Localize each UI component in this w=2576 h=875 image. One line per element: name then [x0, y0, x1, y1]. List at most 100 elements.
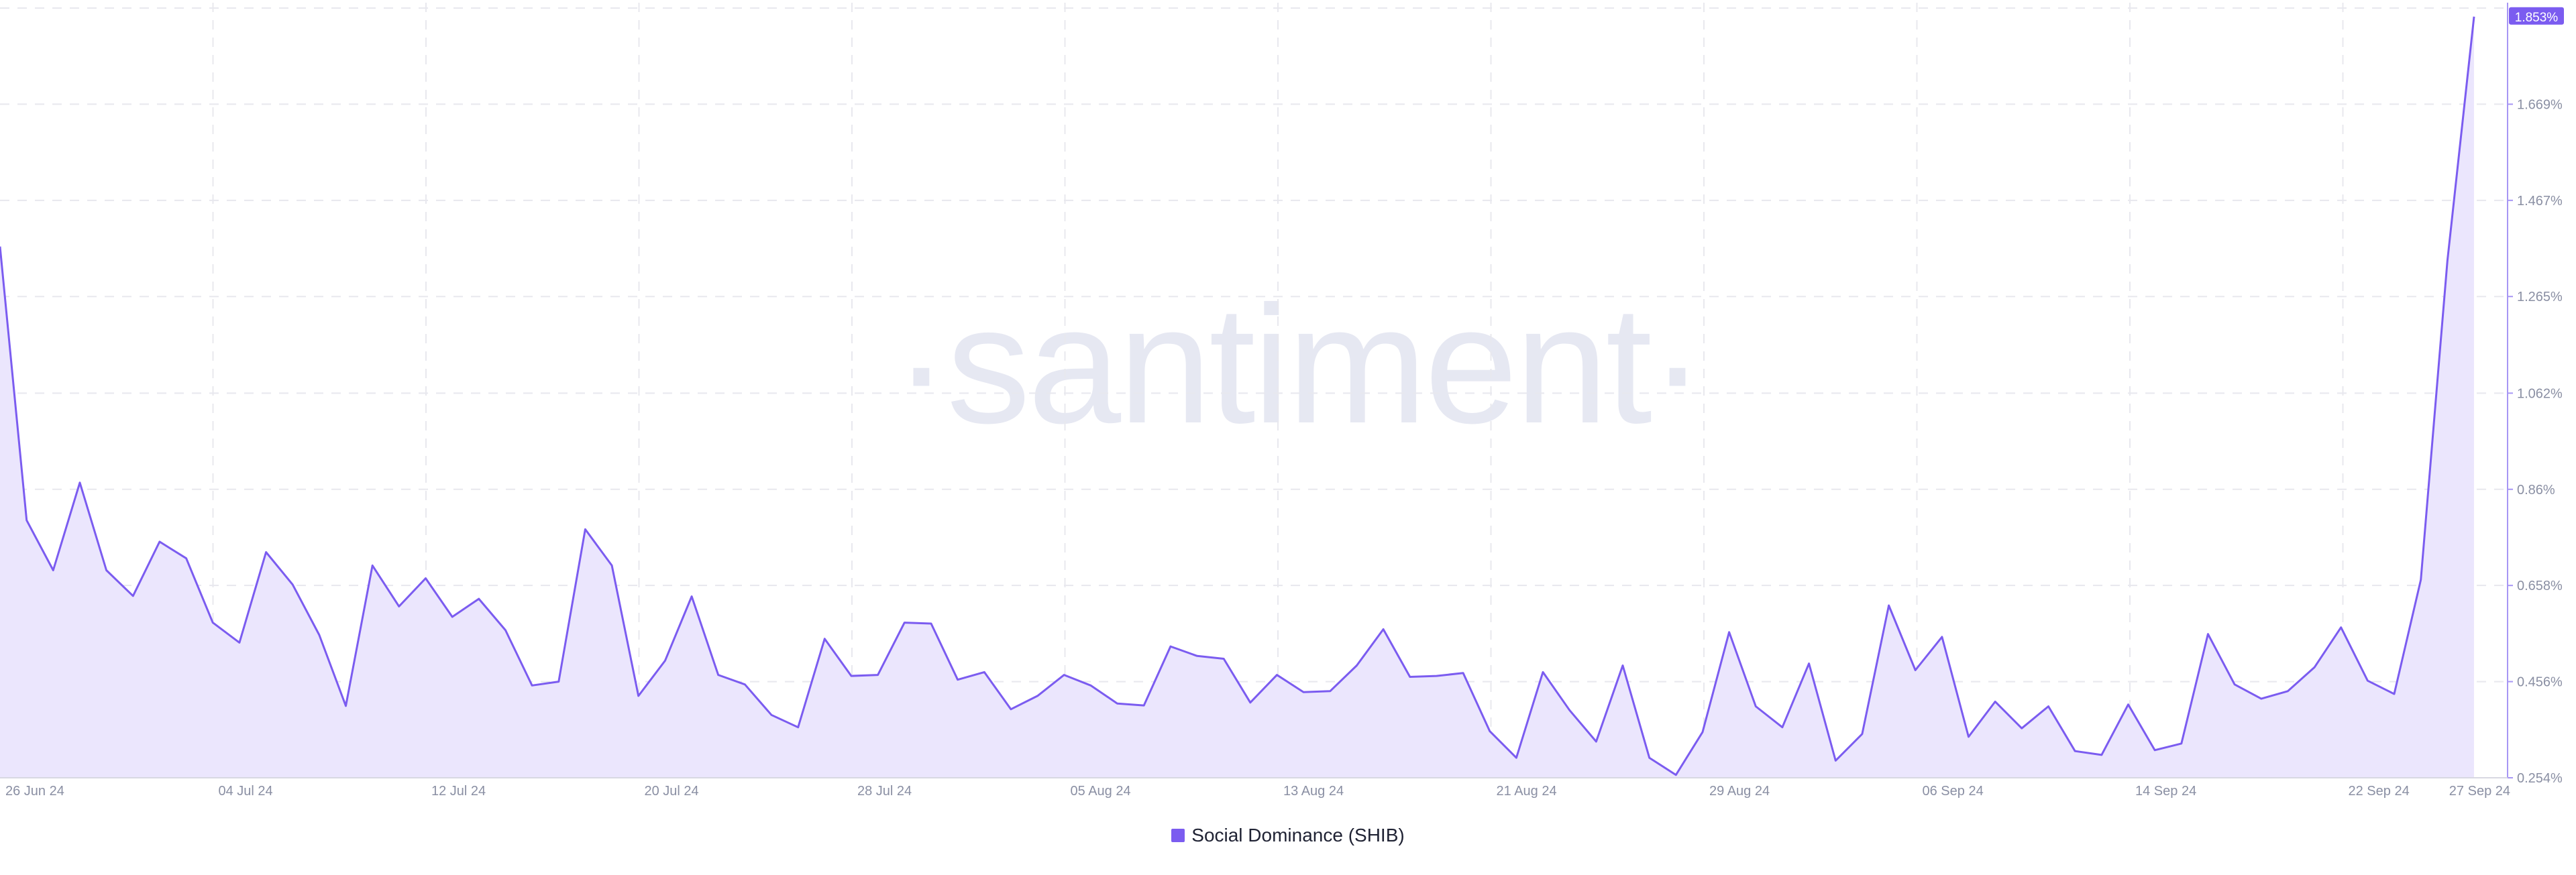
data-point[interactable]: [741, 681, 748, 688]
data-point[interactable]: [1247, 699, 1254, 706]
data-point[interactable]: [1300, 689, 1307, 695]
data-point[interactable]: [2045, 703, 2052, 710]
x-tick-label: 22 Sep 24: [2349, 784, 2410, 799]
data-point[interactable]: [2284, 688, 2291, 695]
tick-labels: 26 Jun 24 04 Jul 24 12 Jul 24 20 Jul 24 28 J…: [5, 7, 2564, 799]
data-point[interactable]: [2019, 725, 2025, 732]
data-point[interactable]: [50, 567, 56, 573]
data-point[interactable]: [2204, 631, 2211, 638]
data-point[interactable]: [76, 479, 83, 486]
data-point[interactable]: [502, 627, 508, 634]
data-point[interactable]: [156, 538, 163, 545]
data-point[interactable]: [1034, 693, 1041, 699]
data-point[interactable]: [2178, 740, 2185, 747]
data-point[interactable]: [1140, 702, 1147, 709]
data-point[interactable]: [582, 526, 588, 532]
data-point[interactable]: [2338, 624, 2345, 631]
data-point[interactable]: [1619, 662, 1626, 668]
data-point[interactable]: [2098, 752, 2105, 758]
data-point[interactable]: [422, 575, 429, 582]
data-point[interactable]: [1646, 754, 1653, 761]
data-point[interactable]: [2418, 577, 2424, 583]
data-point[interactable]: [1566, 707, 1573, 713]
data-point[interactable]: [369, 562, 376, 569]
data-point[interactable]: [1061, 672, 1067, 679]
data-point[interactable]: [529, 682, 535, 689]
data-point[interactable]: [1487, 727, 1493, 734]
data-point[interactable]: [608, 562, 615, 569]
data-point[interactable]: [1194, 652, 1201, 659]
data-point[interactable]: [2364, 677, 2371, 684]
data-point[interactable]: [1353, 662, 1360, 668]
data-point[interactable]: [2231, 681, 2238, 688]
data-point[interactable]: [289, 581, 296, 588]
data-point[interactable]: [1008, 706, 1014, 713]
data-point[interactable]: [0, 243, 3, 250]
data-point[interactable]: [1327, 688, 1334, 695]
data-point[interactable]: [1540, 668, 1546, 675]
data-point[interactable]: [129, 593, 136, 599]
data-point[interactable]: [875, 672, 881, 679]
data-point[interactable]: [183, 555, 190, 562]
data-point[interactable]: [2125, 701, 2131, 708]
data-point[interactable]: [1220, 656, 1227, 662]
data-point[interactable]: [1513, 754, 1519, 761]
data-point[interactable]: [1859, 731, 1866, 738]
data-point[interactable]: [1433, 673, 1440, 679]
data-point[interactable]: [263, 548, 270, 555]
data-point[interactable]: [1114, 700, 1121, 707]
data-point[interactable]: [955, 677, 961, 683]
data-point[interactable]: [901, 620, 908, 626]
legend[interactable]: Social Dominance (SHIB): [0, 825, 2576, 846]
data-point[interactable]: [821, 636, 828, 642]
data-point[interactable]: [795, 724, 802, 731]
data-point[interactable]: [1752, 703, 1759, 710]
data-point[interactable]: [848, 673, 855, 679]
data-point[interactable]: [1407, 673, 1413, 680]
data-point[interactable]: [768, 711, 775, 718]
data-point[interactable]: [928, 620, 934, 627]
data-point[interactable]: [1087, 682, 1094, 689]
data-point[interactable]: [1273, 672, 1280, 679]
data-point[interactable]: [2072, 748, 2078, 754]
data-point[interactable]: [103, 567, 110, 573]
data-point[interactable]: [1966, 734, 1972, 740]
data-point[interactable]: [396, 603, 402, 609]
y-tick-label: 1.265%: [2517, 290, 2563, 304]
data-point[interactable]: [316, 632, 323, 638]
data-point[interactable]: [1992, 698, 1998, 705]
data-point[interactable]: [1593, 738, 1599, 745]
data-point[interactable]: [2311, 664, 2318, 670]
data-point[interactable]: [236, 639, 243, 646]
data-point[interactable]: [209, 620, 216, 626]
data-point[interactable]: [1460, 670, 1466, 677]
data-point[interactable]: [2258, 695, 2265, 702]
data-point[interactable]: [1779, 724, 1786, 731]
data-point[interactable]: [555, 679, 562, 685]
data-point[interactable]: [688, 593, 695, 600]
data-point[interactable]: [2471, 13, 2477, 20]
data-point[interactable]: [1726, 629, 1733, 636]
data-point[interactable]: [1699, 729, 1706, 736]
data-point[interactable]: [343, 703, 350, 709]
data-point[interactable]: [1380, 626, 1387, 632]
data-point[interactable]: [1832, 757, 1839, 764]
data-point[interactable]: [1886, 602, 1892, 609]
data-point[interactable]: [2444, 257, 2451, 264]
data-point[interactable]: [1912, 667, 1919, 674]
data-point[interactable]: [1939, 634, 1945, 640]
current-value-badge: [2509, 7, 2564, 25]
series-line[interactable]: [0, 16, 2475, 776]
data-point[interactable]: [661, 657, 668, 664]
data-point[interactable]: [635, 693, 642, 699]
data-point[interactable]: [23, 517, 30, 524]
data-point[interactable]: [2391, 691, 2398, 697]
data-point[interactable]: [449, 614, 455, 620]
data-point[interactable]: [476, 595, 482, 602]
data-point[interactable]: [981, 668, 987, 675]
data-point[interactable]: [1806, 660, 1813, 667]
data-point[interactable]: [715, 672, 722, 679]
data-point[interactable]: [1167, 643, 1174, 650]
y-tick-label: 1.669%: [2517, 97, 2563, 112]
data-point[interactable]: [2151, 747, 2158, 754]
